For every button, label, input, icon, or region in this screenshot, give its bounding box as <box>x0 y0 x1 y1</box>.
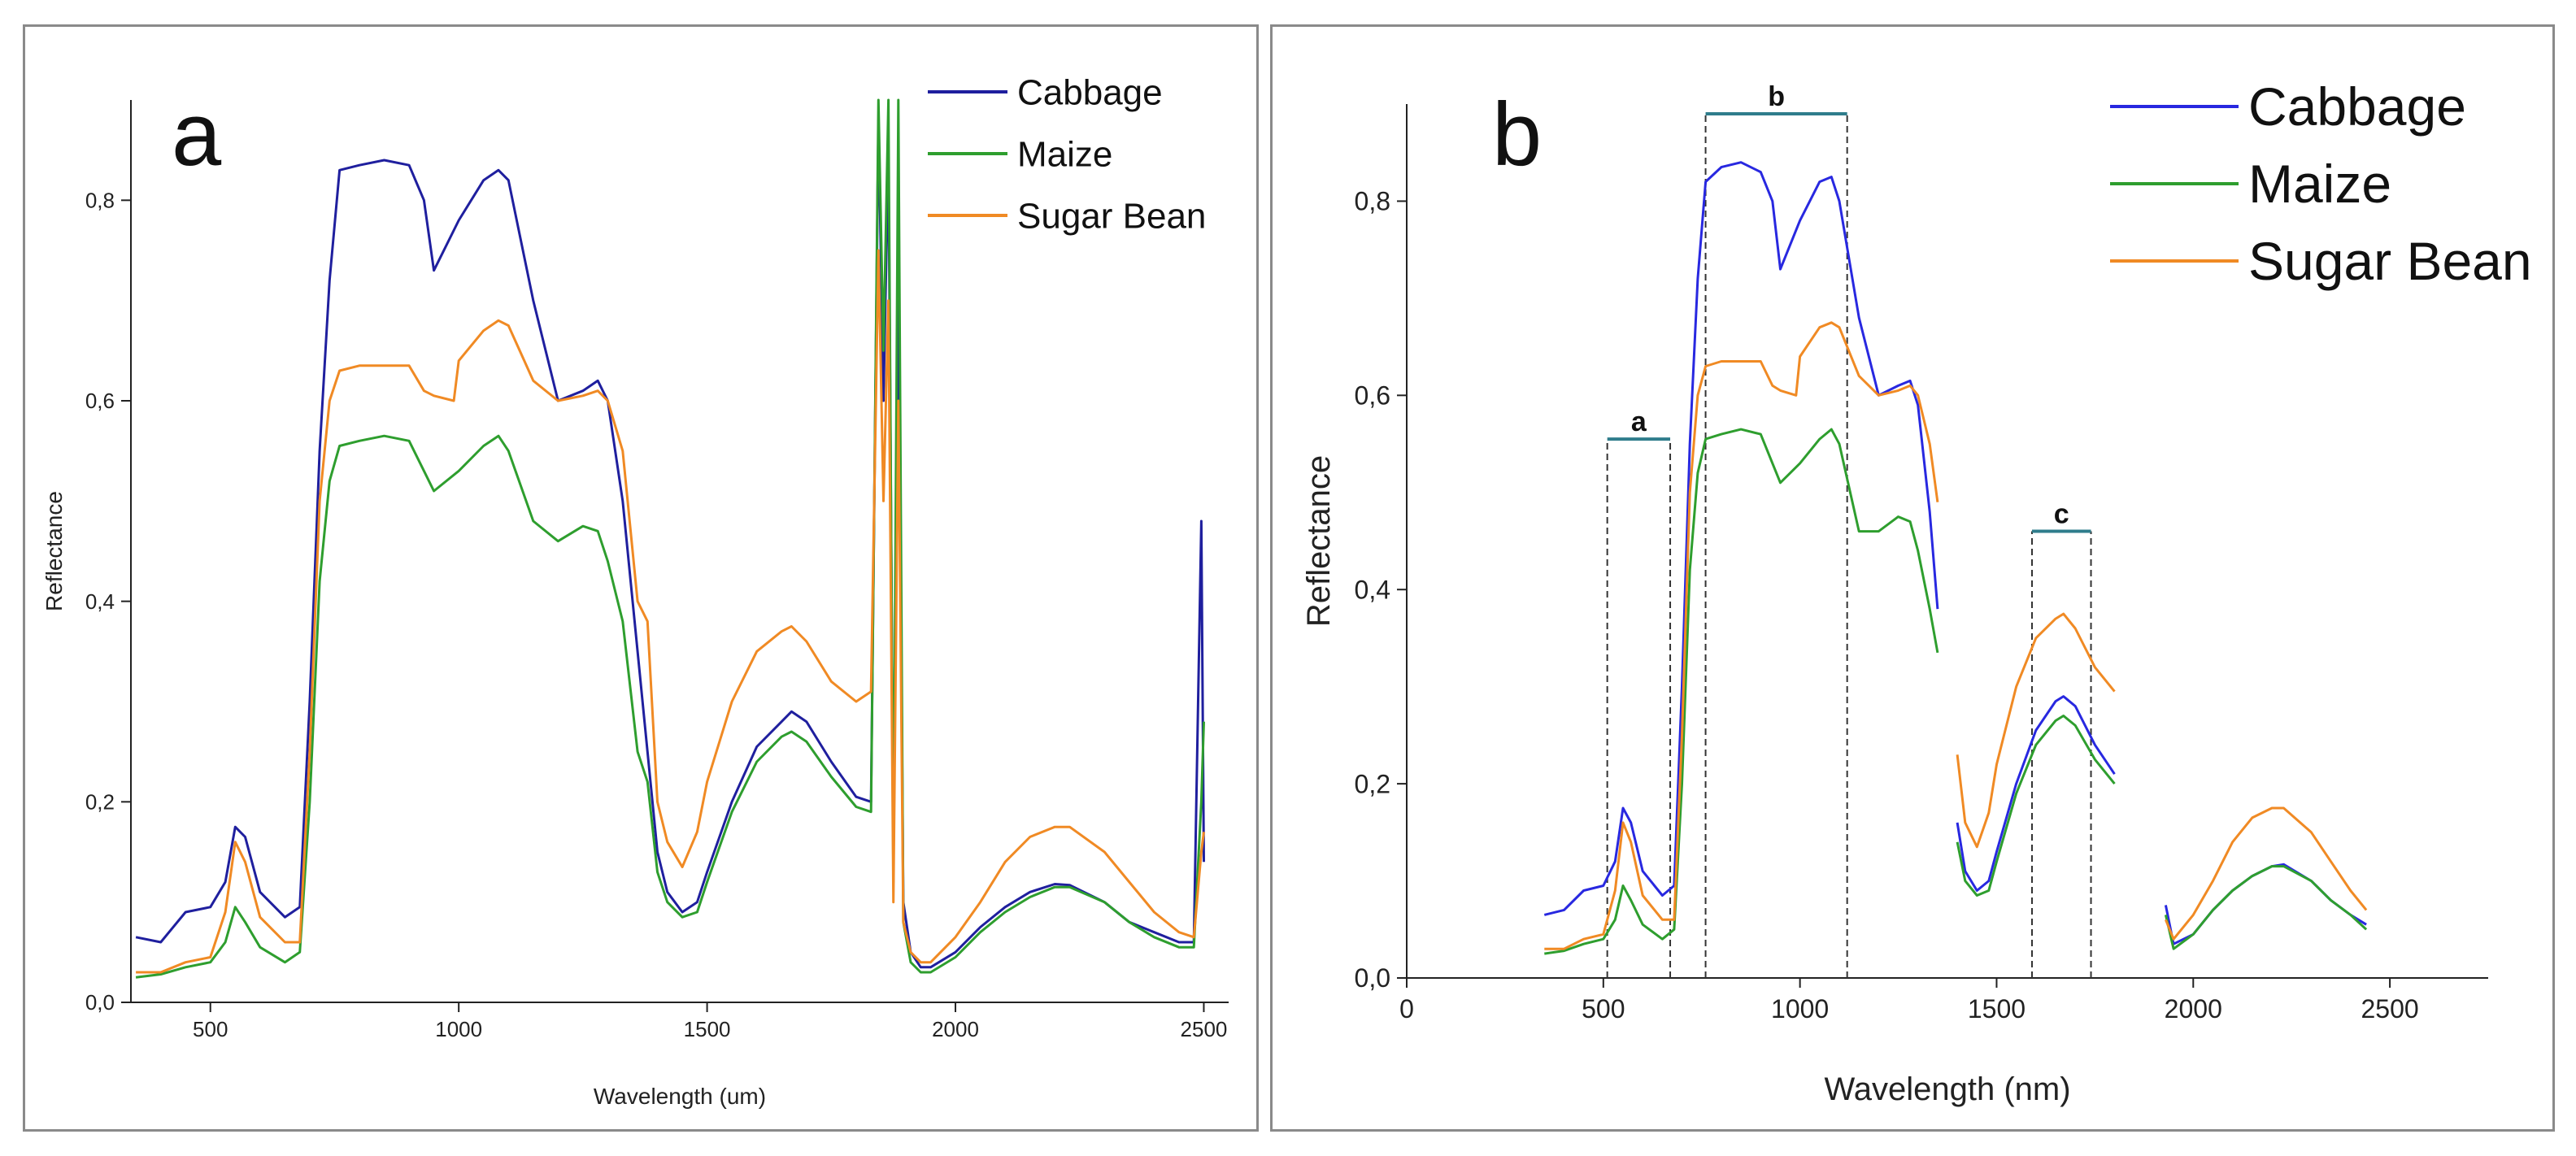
chart-a-y-axis-label: Reflectance <box>41 491 67 611</box>
chart-b-region-a-label: a <box>1631 406 1647 437</box>
chart-a-y-tick-label: 0,6 <box>85 389 115 413</box>
chart-b-y-tick-label: 0,0 <box>1355 963 1390 993</box>
chart-a-y-tick-label: 0,4 <box>85 589 115 614</box>
chart-b-y-tick-label: 0,4 <box>1355 575 1390 604</box>
chart-b-series-maize-line <box>2164 865 2368 950</box>
chart-a-series-sugar-bean-line <box>136 249 1205 974</box>
chart-b-x-tick-label: 500 <box>1582 994 1625 1023</box>
chart-b-series-maize-line <box>1544 428 1939 955</box>
chart-b-series-cabbage-line <box>1956 695 2116 892</box>
chart-b-x-tick-label: 1500 <box>1968 994 2026 1023</box>
chart-b-legend-label-maize: Maize <box>2248 154 2391 214</box>
chart-b-x-axis-label: Wavelength (nm) <box>1824 1071 2070 1107</box>
panel-a-frame: 500 1000 1500 2000 2500 0,0 0,2 0,4 0,6 0,8 Wavele… <box>23 24 1259 1132</box>
chart-b: 0 500 1000 1500 2000 2500 0,0 0,2 0,4 0,6 0,8 Wavel… <box>1301 76 2532 1107</box>
chart-b-legend-label-sugar-bean: Sugar Bean <box>2248 231 2532 291</box>
chart-a-panel-label: a <box>172 85 222 185</box>
chart-a-x-tick-label: 1500 <box>684 1017 731 1041</box>
chart-a-x-axis-label: Wavelength (um) <box>594 1084 766 1109</box>
chart-a-x-tick-label: 2000 <box>932 1017 979 1041</box>
chart-b-series-sugar-bean-line <box>2165 806 2368 941</box>
chart-b-region-b-label: b <box>1768 81 1785 112</box>
chart-b-series-maize-line <box>1956 715 2116 897</box>
chart-a: 500 1000 1500 2000 2500 0,0 0,2 0,4 0,6 0,8 Wavele… <box>41 72 1229 1109</box>
chart-b-legend-label-cabbage: Cabbage <box>2248 76 2466 137</box>
chart-a-legend-label-cabbage: Cabbage <box>1017 72 1163 112</box>
chart-b-series-sugar-bean-line <box>1544 321 1939 950</box>
chart-a-legend-label-sugar-bean: Sugar Bean <box>1017 196 1206 236</box>
chart-a-y-tick-label: 0,8 <box>85 188 115 212</box>
chart-a-y-tick-label: 0,2 <box>85 789 115 814</box>
chart-a-x-tick-label: 500 <box>193 1017 228 1041</box>
chart-b-y-tick-label: 0,2 <box>1355 769 1390 798</box>
chart-b-y-tick-label: 0,8 <box>1355 187 1390 216</box>
chart-b-y-axis-label: Reflectance <box>1301 455 1337 627</box>
chart-b-x-tick-label: 2000 <box>2165 994 2222 1023</box>
chart-a-x-tick-label: 2500 <box>1181 1017 1228 1041</box>
panel-b-frame: 0 500 1000 1500 2000 2500 0,0 0,2 0,4 0,6 0,8 Wavel… <box>1270 24 2555 1132</box>
chart-b-x-tick-label: 1000 <box>1771 994 1829 1023</box>
chart-a-legend-label-maize: Maize <box>1017 134 1112 174</box>
chart-b-series-sugar-bean-line <box>1956 612 2116 849</box>
chart-b-region-c-label: c <box>2054 499 2069 530</box>
chart-a-x-tick-label: 1000 <box>435 1017 482 1041</box>
chart-a-y-tick-label: 0,0 <box>85 990 115 1015</box>
chart-b-x-tick-label: 2500 <box>2361 994 2418 1023</box>
chart-a-series-cabbage-line <box>135 119 1205 969</box>
chart-b-y-tick-label: 0,6 <box>1355 381 1390 411</box>
chart-b-x-tick-label: 0 <box>1399 994 1414 1023</box>
chart-a-series-maize-line <box>135 98 1205 979</box>
chart-b-panel-label: b <box>1492 85 1542 185</box>
chart-b-series-cabbage-line <box>1543 161 1939 916</box>
